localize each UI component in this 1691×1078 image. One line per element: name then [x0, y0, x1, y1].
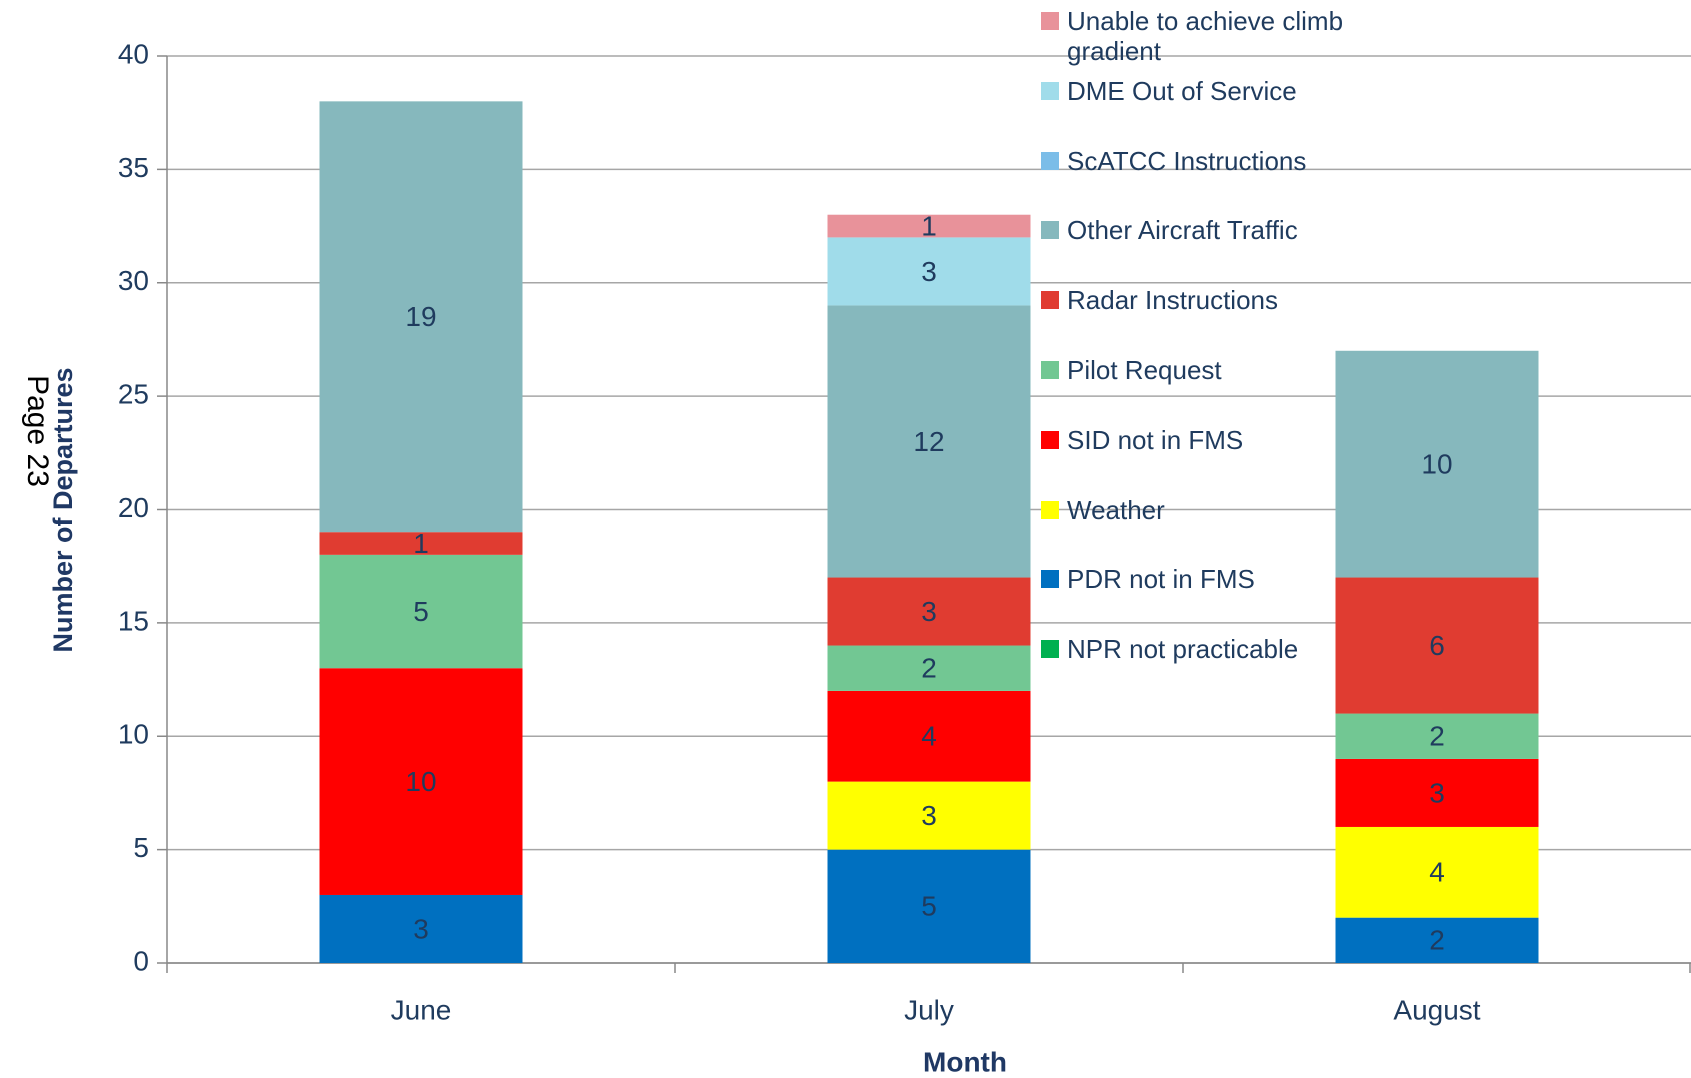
data-label: 2	[1429, 925, 1445, 956]
y-axis-title: Number of Departures	[48, 367, 78, 652]
bar-segment	[827, 849, 1031, 963]
legend-swatch	[1041, 81, 1059, 100]
legend-item: DME Out of Service	[1041, 76, 1401, 106]
bar-segment	[319, 668, 523, 895]
data-label: 3	[921, 596, 937, 627]
data-label: 3	[921, 256, 937, 287]
bar-segment	[1335, 713, 1539, 759]
bar-segment	[319, 532, 523, 555]
bar-segment	[827, 781, 1031, 850]
y-tick-label: 0	[133, 945, 149, 976]
bar-segment	[827, 305, 1031, 578]
annotation: Page 23	[21, 375, 54, 487]
data-label: 2	[1429, 721, 1445, 752]
legend-item: NPR not practicable	[1041, 634, 1401, 664]
legend-swatch	[1041, 430, 1059, 449]
data-label: 19	[405, 301, 436, 332]
legend-item: PDR not in FMS	[1041, 564, 1401, 594]
legend-swatch	[1041, 500, 1059, 519]
data-label: 3	[921, 800, 937, 831]
y-tick-label: 15	[118, 605, 149, 636]
data-label: 12	[913, 426, 944, 457]
legend-label: SID not in FMS	[1067, 424, 1244, 455]
y-tick-label: 35	[118, 152, 149, 183]
bar-segment	[319, 101, 523, 533]
data-label: 5	[921, 891, 937, 922]
y-tick-label: 20	[118, 492, 149, 523]
legend-item: Radar Instructions	[1041, 285, 1401, 315]
data-label: 4	[1429, 857, 1445, 888]
legend-swatch	[1041, 361, 1059, 379]
data-label: 3	[1429, 777, 1445, 808]
legend-swatch	[1041, 12, 1059, 30]
legend-item: Unable to achieve climb gradient	[1041, 6, 1401, 66]
legend-item: ScATCC Instructions	[1041, 146, 1401, 176]
data-label: 10	[405, 766, 436, 797]
y-tick-label: 25	[118, 379, 149, 410]
x-tick-label: July	[904, 994, 954, 1025]
data-label: 4	[921, 721, 937, 752]
bar-segment	[1335, 917, 1539, 963]
bar-segment	[1335, 758, 1539, 827]
legend-label: PDR not in FMS	[1067, 564, 1255, 595]
legend-swatch	[1041, 151, 1059, 170]
bar-segment	[1335, 577, 1539, 714]
legend-label: DME Out of Service	[1067, 75, 1297, 106]
x-tick-label: June	[391, 994, 452, 1025]
legend-label: Other Aircraft Traffic	[1067, 215, 1298, 246]
legend-label: Pilot Request	[1067, 355, 1222, 385]
legend-swatch	[1041, 291, 1059, 310]
x-tick-label: August	[1393, 994, 1480, 1025]
data-label: 10	[1421, 449, 1452, 480]
data-label: 1	[413, 528, 429, 559]
bar-segment	[827, 214, 1031, 238]
legend-label: Weather	[1067, 494, 1165, 525]
y-tick-label: 10	[118, 719, 149, 750]
data-label: 5	[413, 596, 429, 627]
bar-segment	[827, 577, 1031, 646]
bar-segment	[319, 554, 523, 669]
bar-segment	[1335, 826, 1539, 918]
bar-segment	[827, 237, 1031, 306]
legend-item: Weather	[1041, 495, 1401, 525]
bar-segment	[827, 645, 1031, 691]
bar-segment	[1335, 350, 1539, 578]
bar-segment	[827, 690, 1031, 782]
legend-label: Radar Instructions	[1067, 285, 1278, 316]
data-label: 1	[921, 210, 937, 241]
y-tick-label: 5	[133, 832, 149, 863]
data-label: 6	[1429, 630, 1445, 661]
legend-swatch	[1041, 640, 1059, 659]
legend-label: ScATCC Instructions	[1067, 145, 1307, 176]
y-tick-label: 30	[118, 265, 149, 296]
legend-item: Other Aircraft Traffic	[1041, 215, 1401, 245]
bar-segment	[319, 894, 523, 963]
legend-label: Unable to achieve climb gradient	[1067, 6, 1344, 66]
y-tick-label: 40	[118, 38, 149, 69]
legend-swatch	[1041, 221, 1059, 240]
data-label: 2	[921, 653, 937, 684]
data-label: 3	[413, 913, 429, 944]
legend-item: SID not in FMS	[1041, 425, 1401, 455]
legend-item: Pilot Request	[1041, 355, 1401, 385]
legend-label: NPR not practicable	[1067, 634, 1299, 665]
legend-swatch	[1041, 570, 1059, 589]
x-axis-title: Month	[923, 1046, 1007, 1077]
